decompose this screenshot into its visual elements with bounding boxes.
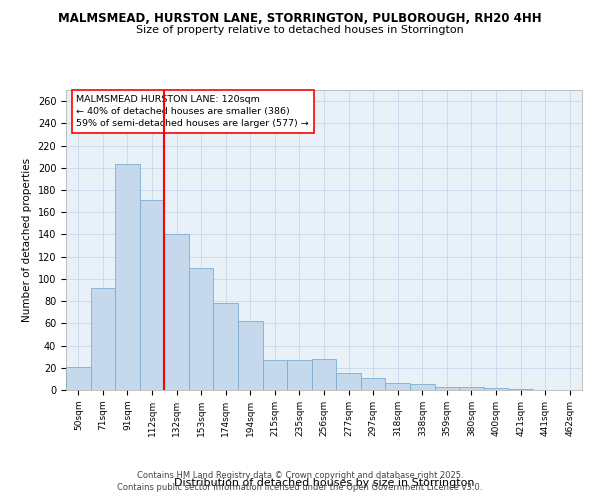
Bar [459,386,484,390]
Bar [312,359,336,390]
Bar [361,378,385,390]
Bar [238,321,263,390]
Bar [164,234,189,390]
Bar [484,388,508,390]
Bar [66,366,91,390]
Bar [385,384,410,390]
Bar [287,360,312,390]
Bar [434,386,459,390]
Bar [214,304,238,390]
Bar [336,374,361,390]
Bar [91,288,115,390]
Bar [263,360,287,390]
Text: MALMSMEAD, HURSTON LANE, STORRINGTON, PULBOROUGH, RH20 4HH: MALMSMEAD, HURSTON LANE, STORRINGTON, PU… [58,12,542,26]
Bar [115,164,140,390]
Bar [410,384,434,390]
Bar [140,200,164,390]
Y-axis label: Number of detached properties: Number of detached properties [22,158,32,322]
Text: Contains HM Land Registry data © Crown copyright and database right 2025.
Contai: Contains HM Land Registry data © Crown c… [118,471,482,492]
X-axis label: Distribution of detached houses by size in Storrington: Distribution of detached houses by size … [174,478,474,488]
Text: MALMSMEAD HURSTON LANE: 120sqm
← 40% of detached houses are smaller (386)
59% of: MALMSMEAD HURSTON LANE: 120sqm ← 40% of … [76,94,309,128]
Bar [189,268,214,390]
Text: Size of property relative to detached houses in Storrington: Size of property relative to detached ho… [136,25,464,35]
Bar [508,389,533,390]
